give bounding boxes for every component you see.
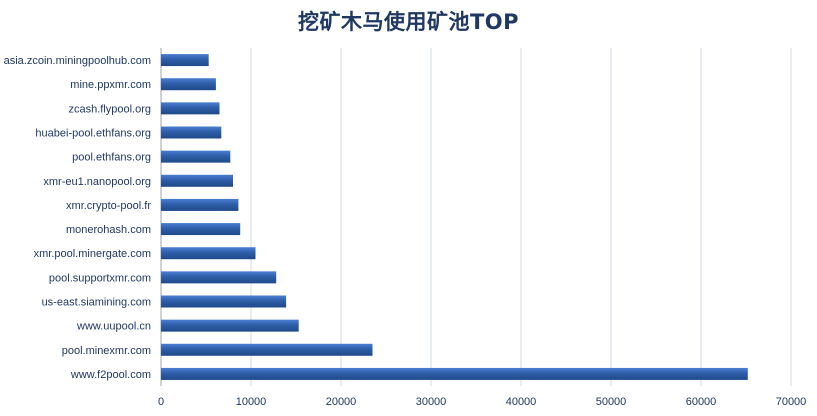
category-label: monerohash.com [66, 224, 151, 236]
x-tick-label: 60000 [686, 396, 717, 408]
gridlines [250, 48, 792, 386]
x-tick-label: 70000 [776, 396, 807, 408]
bar [161, 150, 231, 163]
bar [161, 198, 239, 211]
bar [161, 102, 220, 115]
bar [161, 78, 216, 91]
bar [161, 126, 222, 139]
category-label: zcash.flypool.org [68, 103, 151, 115]
category-label: pool.ethfans.org [72, 152, 151, 164]
bar [161, 319, 299, 332]
category-labels: www.f2pool.com pool.minexmr.com www.uupool… [4, 55, 152, 381]
bars [161, 54, 748, 380]
chart-title: 挖矿木马使用矿池TOP [297, 10, 520, 34]
x-tick-label: 0 [158, 396, 164, 408]
bar [161, 271, 277, 284]
category-label: pool.minexmr.com [62, 345, 151, 357]
bar [161, 174, 233, 187]
bar [161, 223, 241, 236]
x-tick-labels: 0 10000 20000 30000 40000 50000 60000 70000 [158, 396, 806, 408]
category-label: www.uupool.cn [76, 321, 151, 333]
category-label: xmr.pool.minergate.com [34, 248, 151, 260]
bar [161, 295, 287, 308]
category-label: mine.ppxmr.com [70, 79, 151, 91]
x-tick-label: 40000 [506, 396, 537, 408]
bar [161, 367, 748, 380]
category-label: xmr.crypto-pool.fr [66, 200, 151, 212]
category-label: pool.supportxmr.com [49, 272, 151, 284]
bar [161, 54, 209, 67]
bar [161, 247, 256, 260]
bar [161, 343, 373, 356]
category-label: huabei-pool.ethfans.org [35, 128, 151, 140]
category-label: www.f2pool.com [70, 369, 151, 381]
category-label: us-east.siamining.com [42, 297, 151, 309]
category-label: asia.zcoin.miningpoolhub.com [4, 55, 151, 67]
x-tick-label: 50000 [596, 396, 627, 408]
category-label: xmr-eu1.nanopool.org [43, 176, 151, 188]
x-tick-label: 20000 [326, 396, 357, 408]
x-tick-label: 10000 [236, 396, 267, 408]
x-tick-label: 30000 [416, 396, 447, 408]
